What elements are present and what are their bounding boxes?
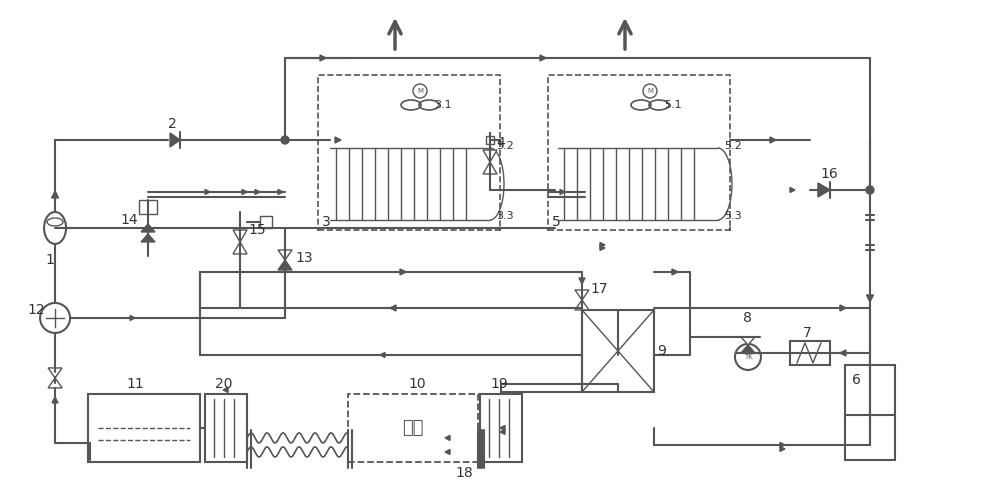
Polygon shape — [255, 189, 260, 194]
Polygon shape — [770, 137, 776, 143]
Bar — [260, 216, 272, 228]
Polygon shape — [575, 290, 589, 300]
Polygon shape — [278, 189, 283, 194]
Text: 9: 9 — [657, 344, 666, 358]
Polygon shape — [130, 315, 135, 321]
Text: 7: 7 — [803, 326, 812, 340]
Polygon shape — [445, 435, 450, 441]
Polygon shape — [233, 242, 247, 254]
Bar — [845, 365, 895, 460]
Bar — [139, 200, 157, 214]
Polygon shape — [278, 250, 292, 260]
Polygon shape — [818, 183, 830, 197]
Text: 3: 3 — [322, 215, 331, 229]
Polygon shape — [840, 305, 846, 311]
Polygon shape — [170, 133, 180, 147]
Polygon shape — [233, 230, 247, 242]
Text: 3.1: 3.1 — [434, 100, 452, 110]
Text: M: M — [647, 88, 653, 94]
Bar — [205, 394, 247, 462]
Text: M: M — [417, 88, 423, 94]
Polygon shape — [141, 224, 155, 232]
Text: 负载: 负载 — [402, 419, 424, 437]
Polygon shape — [483, 150, 497, 162]
Polygon shape — [141, 234, 155, 242]
Text: 15: 15 — [248, 223, 266, 237]
Polygon shape — [278, 260, 292, 270]
Text: 17: 17 — [590, 282, 608, 296]
Text: 18: 18 — [455, 466, 473, 480]
Polygon shape — [500, 429, 505, 434]
Text: 11: 11 — [126, 377, 144, 391]
Polygon shape — [205, 189, 210, 194]
Polygon shape — [380, 352, 385, 358]
Polygon shape — [52, 397, 58, 403]
Text: TK: TK — [744, 354, 752, 360]
Text: 5.3: 5.3 — [724, 211, 742, 221]
Polygon shape — [780, 446, 785, 452]
Text: 1: 1 — [45, 253, 54, 267]
Text: 3.3: 3.3 — [496, 211, 514, 221]
Polygon shape — [741, 345, 755, 353]
Text: 6: 6 — [852, 373, 861, 387]
Polygon shape — [600, 245, 605, 251]
Polygon shape — [390, 305, 396, 311]
Text: 16: 16 — [820, 167, 838, 181]
Text: 8: 8 — [743, 311, 752, 325]
Text: 14: 14 — [120, 213, 138, 227]
Polygon shape — [540, 55, 546, 61]
Bar — [790, 341, 830, 365]
Polygon shape — [600, 242, 605, 247]
Polygon shape — [672, 269, 678, 275]
Text: 13: 13 — [295, 251, 313, 265]
Bar — [318, 75, 500, 230]
Circle shape — [866, 186, 874, 194]
Text: 5.1: 5.1 — [664, 100, 682, 110]
Polygon shape — [52, 191, 59, 198]
Polygon shape — [335, 137, 341, 143]
Bar — [88, 394, 200, 462]
Polygon shape — [445, 449, 450, 455]
Polygon shape — [741, 337, 755, 345]
Polygon shape — [48, 378, 62, 388]
Polygon shape — [242, 189, 247, 194]
Bar — [582, 310, 654, 392]
Text: 5.2: 5.2 — [724, 141, 742, 151]
Polygon shape — [500, 426, 505, 430]
Text: 4: 4 — [496, 136, 505, 150]
Polygon shape — [400, 269, 406, 275]
Polygon shape — [840, 350, 846, 356]
Circle shape — [281, 136, 289, 144]
Polygon shape — [579, 278, 585, 284]
Polygon shape — [866, 295, 873, 302]
Bar — [486, 136, 494, 144]
Text: 3.2: 3.2 — [496, 141, 514, 151]
Bar — [548, 75, 730, 230]
Text: 5: 5 — [552, 215, 561, 229]
Bar — [348, 394, 478, 462]
Polygon shape — [223, 388, 228, 392]
Polygon shape — [780, 442, 785, 447]
Polygon shape — [48, 368, 62, 378]
Polygon shape — [483, 162, 497, 174]
Polygon shape — [790, 187, 795, 192]
Polygon shape — [575, 300, 589, 310]
Polygon shape — [560, 189, 565, 194]
Polygon shape — [320, 55, 326, 61]
Text: 12: 12 — [27, 303, 45, 317]
Text: 20: 20 — [215, 377, 233, 391]
Text: 2: 2 — [168, 117, 177, 131]
Text: 19: 19 — [490, 377, 508, 391]
Bar — [480, 394, 522, 462]
Text: 10: 10 — [408, 377, 426, 391]
